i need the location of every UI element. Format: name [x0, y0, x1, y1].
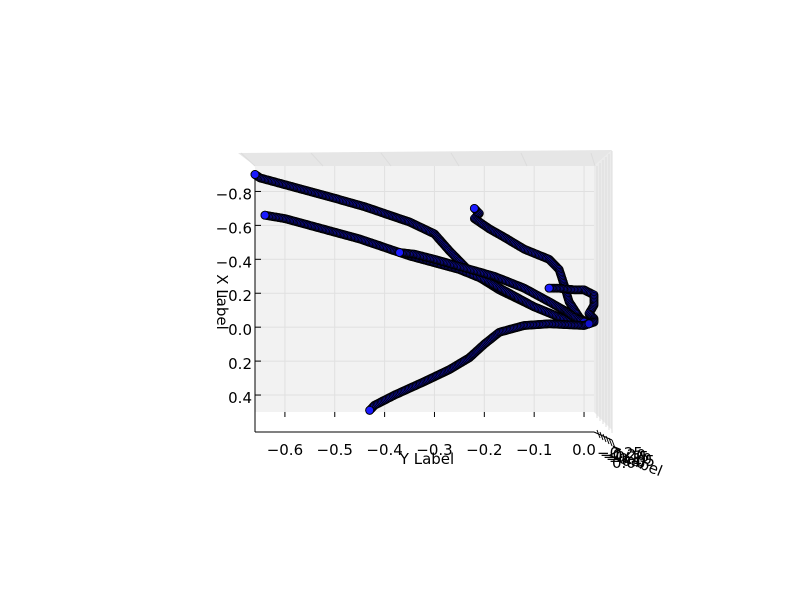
tick-labels: −0.6 −0.5 −0.4 −0.3 −0.2 −0.1 0.0 −0.8 −0.6 −0.4 −… — [216, 185, 655, 472]
z-tick-label: −0.25 — [597, 444, 643, 462]
z-tick-label: 0.00 — [612, 454, 645, 472]
grid-line-top — [450, 152, 460, 167]
grid-line-top — [310, 152, 324, 167]
grid-line-top — [240, 152, 256, 167]
y-tick-label: −0.1 — [516, 441, 552, 459]
x-tick-label: −0.6 — [216, 219, 252, 237]
y-tick-label: −0.6 — [267, 441, 303, 459]
series-start-point — [469, 203, 479, 213]
series-start-point — [260, 210, 270, 220]
z-tick-label: −0.20 — [600, 446, 646, 464]
top-pane — [238, 150, 612, 166]
x-tick-label: 0.4 — [228, 389, 252, 407]
z-tick — [596, 429, 601, 439]
grid-line-top — [520, 152, 528, 167]
z-tick — [605, 435, 610, 445]
z-tick — [608, 437, 613, 447]
tick-marks — [255, 190, 616, 449]
x-tick-label: 0.0 — [228, 321, 252, 339]
x-axis-label: X Label — [213, 274, 231, 330]
data-point — [584, 319, 594, 329]
data-series — [250, 170, 599, 415]
z-tick — [611, 439, 616, 449]
series-start-point — [365, 405, 375, 415]
z-tick-label: −0.10 — [606, 450, 652, 468]
series-start-point — [250, 170, 260, 179]
x-tick-label: −0.2 — [216, 287, 252, 305]
y-tick-label: −0.4 — [366, 441, 402, 459]
x-tick-label: −0.8 — [216, 185, 252, 203]
x-tick-label: 0.2 — [228, 355, 252, 373]
series-trajectory — [395, 248, 589, 327]
z-tick-label: −0.15 — [603, 448, 649, 466]
y-tick-label: −0.5 — [317, 441, 353, 459]
back-pane — [255, 166, 594, 412]
z-tick-label: −0.05 — [609, 452, 655, 470]
y-tick-label: −0.2 — [466, 441, 502, 459]
y-tick-label: −0.3 — [416, 441, 452, 459]
series-start-point — [544, 283, 554, 293]
grid-line-top — [590, 152, 596, 167]
grid-line-top — [380, 152, 392, 167]
y-axis-label: Y Label — [399, 450, 454, 468]
series-trajectory — [365, 319, 594, 415]
x-tick-label: −0.4 — [216, 253, 252, 271]
series-start-point — [395, 248, 405, 257]
y-tick-label: 0.0 — [572, 441, 596, 459]
z-tick — [599, 431, 604, 441]
z-tick — [602, 433, 607, 443]
